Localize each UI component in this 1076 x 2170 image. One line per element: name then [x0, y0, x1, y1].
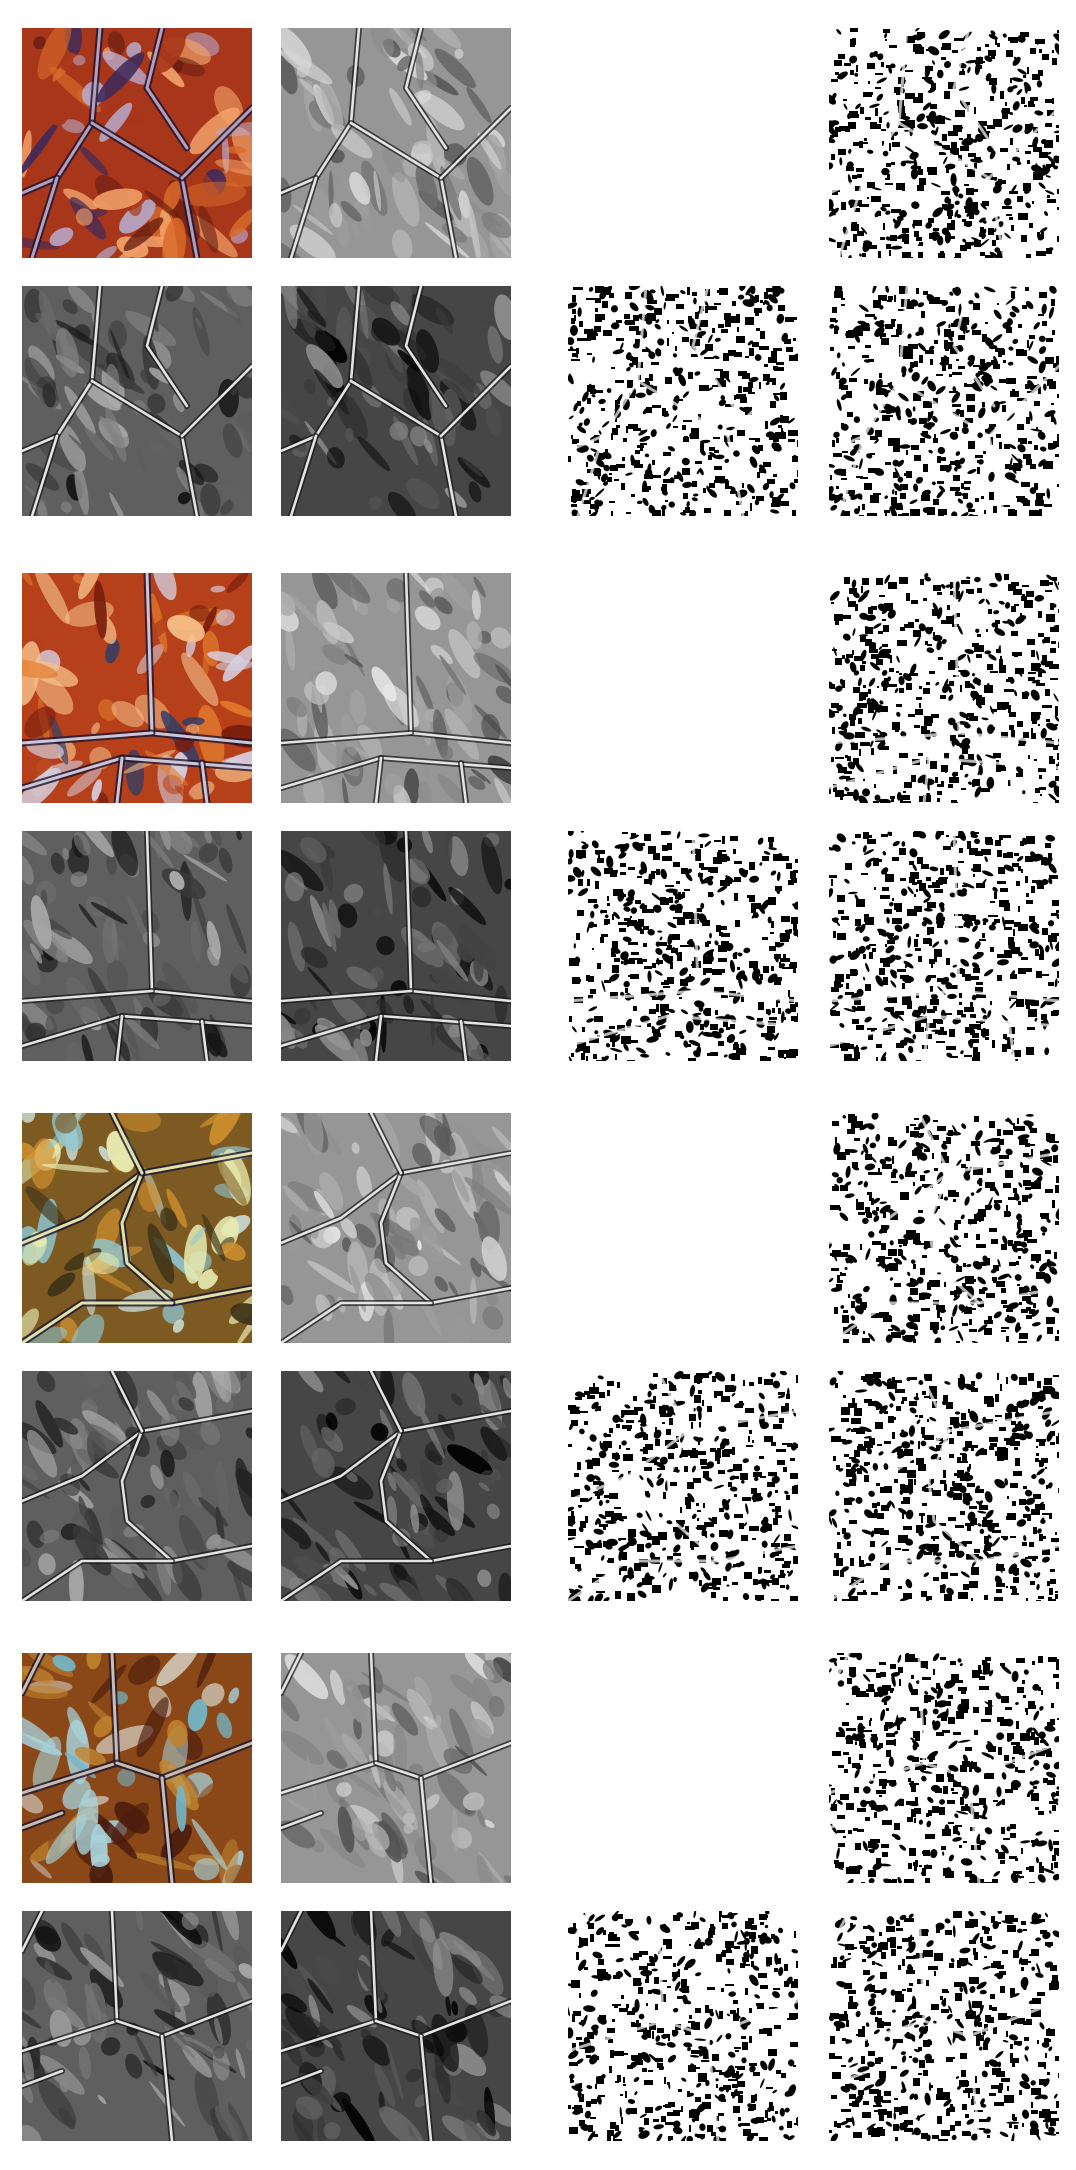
sample-4-row-1-gray-1-panel	[281, 1653, 511, 1883]
sample-2-row-1-binary-1-panel	[829, 573, 1059, 803]
sample-3-row-1-gray-1-panel	[281, 1113, 511, 1343]
gray-2-texture-image	[22, 286, 252, 516]
sample-2-row-2-gray-2-panel	[22, 831, 252, 1061]
binary-3-texture-image	[829, 1911, 1059, 2141]
sample-2-row-2-binary-3-panel	[829, 831, 1059, 1061]
gray-1-texture-image	[281, 1113, 511, 1343]
binary-2-texture-image	[568, 1911, 798, 2141]
sample-1-row-1-color-panel	[22, 28, 252, 258]
gray-2-texture-image	[22, 1911, 252, 2141]
gray-3-texture-image	[281, 831, 511, 1061]
gray-3-texture-image	[281, 1371, 511, 1601]
gray-1-texture-image	[281, 573, 511, 803]
sample-3-row-1-binary-1-panel	[829, 1113, 1059, 1343]
sample-3-row-2-binary-2-panel	[568, 1371, 798, 1601]
sample-1-row-2-gray-2-panel	[22, 286, 252, 516]
sample-4-row-2-binary-3-panel	[829, 1911, 1059, 2141]
sample-3-row-2-binary-3-panel	[829, 1371, 1059, 1601]
color-texture-image	[22, 28, 252, 258]
binary-3-texture-image	[829, 1371, 1059, 1601]
sample-3-row-2-gray-2-panel	[22, 1371, 252, 1601]
gray-3-texture-image	[281, 1911, 511, 2141]
sample-3-row-2-gray-3-panel	[281, 1371, 511, 1601]
gray-2-texture-image	[22, 1371, 252, 1601]
binary-1-texture-image	[829, 1113, 1059, 1343]
binary-2-texture-image	[568, 831, 798, 1061]
sample-1-row-2-binary-2-panel	[568, 286, 798, 516]
binary-3-texture-image	[829, 286, 1059, 516]
binary-3-texture-image	[829, 831, 1059, 1061]
sample-4-row-1-binary-1-panel	[829, 1653, 1059, 1883]
sample-4-row-2-gray-2-panel	[22, 1911, 252, 2141]
binary-1-texture-image	[829, 573, 1059, 803]
binary-2-texture-image	[568, 286, 798, 516]
sample-1-row-2-binary-3-panel	[829, 286, 1059, 516]
sample-1-row-2-gray-3-panel	[281, 286, 511, 516]
sample-2-row-1-gray-1-panel	[281, 573, 511, 803]
binary-1-texture-image	[829, 28, 1059, 258]
sample-2-row-2-gray-3-panel	[281, 831, 511, 1061]
sample-4-row-2-binary-2-panel	[568, 1911, 798, 2141]
sample-3-row-1-color-panel	[22, 1113, 252, 1343]
color-texture-image	[22, 573, 252, 803]
sample-2-row-2-binary-2-panel	[568, 831, 798, 1061]
color-texture-image	[22, 1653, 252, 1883]
sample-4-row-1-color-panel	[22, 1653, 252, 1883]
color-texture-image	[22, 1113, 252, 1343]
binary-1-texture-image	[829, 1653, 1059, 1883]
sample-2-row-1-color-panel	[22, 573, 252, 803]
sample-4-row-2-gray-3-panel	[281, 1911, 511, 2141]
gray-3-texture-image	[281, 286, 511, 516]
gray-1-texture-image	[281, 28, 511, 258]
sample-1-row-1-binary-1-panel	[829, 28, 1059, 258]
binary-2-texture-image	[568, 1371, 798, 1601]
gray-1-texture-image	[281, 1653, 511, 1883]
sample-1-row-1-gray-1-panel	[281, 28, 511, 258]
gray-2-texture-image	[22, 831, 252, 1061]
